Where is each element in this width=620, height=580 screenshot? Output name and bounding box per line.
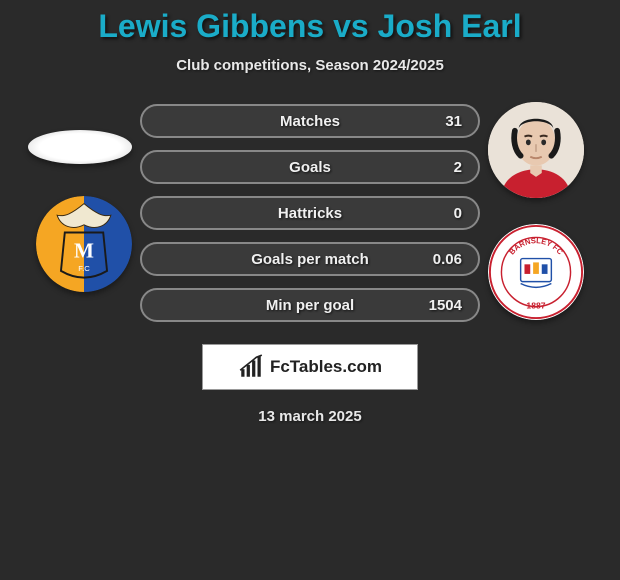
subtitle: Club competitions, Season 2024/2025 [0,57,620,74]
brand-box: FcTables.com [202,344,418,390]
stat-bar-hattricks: Hattricks 0 [140,196,480,230]
title-text: Lewis Gibbens vs Josh Earl [98,8,521,44]
stat-label: Goals [289,159,331,176]
stat-bar-goals: Goals 2 [140,150,480,184]
svg-text:F.C: F.C [78,264,90,273]
page-title: Lewis Gibbens vs Josh Earl [0,8,620,45]
stat-value: 1504 [429,297,462,314]
player-right-photo [488,102,584,198]
club-right-badge: BARNSLEY FC 1887 [488,224,584,320]
stat-label: Min per goal [266,297,354,314]
stat-value: 0.06 [433,251,462,268]
svg-text:1887: 1887 [526,300,545,310]
club-left-badge: M F.C [36,196,132,292]
player-left-photo [28,130,132,164]
stat-value: 0 [454,205,462,222]
brand-text: FcTables.com [270,357,382,377]
svg-text:M: M [74,238,94,262]
stat-label: Matches [280,113,340,130]
stat-bar-matches: Matches 31 [140,104,480,138]
player-left-column: M F.C [12,130,132,292]
stat-bar-mpg: Min per goal 1504 [140,288,480,322]
chart-icon [238,354,264,380]
date-text: 13 march 2025 [0,408,620,425]
comparison-row: M F.C Matches 31 Goals 2 Hattricks 0 Goa… [0,100,620,322]
stat-label: Hattricks [278,205,342,222]
stat-label: Goals per match [251,251,369,268]
stat-bar-gpm: Goals per match 0.06 [140,242,480,276]
stat-value: 31 [445,113,462,130]
stat-value: 2 [454,159,462,176]
stats-list: Matches 31 Goals 2 Hattricks 0 Goals per… [140,100,480,322]
player-right-column: BARNSLEY FC 1887 [488,102,608,320]
